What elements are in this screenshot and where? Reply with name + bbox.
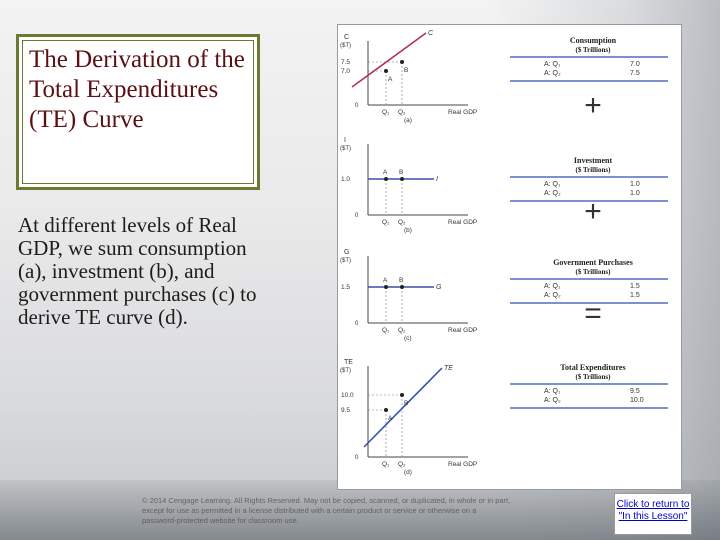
table-row-label: A: Q₂ [544,397,561,404]
table-unit: ($ Trillions) [576,46,612,54]
y-axis-label: TE [344,359,353,366]
slide-title: The Derivation of the Total Expenditures… [29,46,245,133]
point-b [400,60,404,64]
y-axis-label: C [344,34,349,41]
point-b [400,285,404,289]
y-axis-unit: ($T) [340,146,351,152]
table-unit: ($ Trillions) [576,373,612,381]
y-axis-label: G [344,249,349,256]
table-row-value: 10.0 [630,397,644,404]
table-row-value: 9.5 [630,388,640,395]
y-tick-label: 1.0 [341,176,350,183]
point-a-label: A [388,76,393,83]
curve-label: G [436,284,442,291]
y-axis-label: I [344,137,346,144]
origin-label: 0 [355,103,359,109]
x-tick-q1: Q₁ [382,219,390,226]
x-axis-label: Real GDP [448,461,477,468]
point-a-label: A [388,415,393,422]
point-b-label: B [404,67,408,74]
x-tick-q2: Q₂ [398,327,406,334]
figure-svg: C ($T) 0 7.5 7.0 Q₁ Q₂ Real GDP C A B (a) Consumptio… [340,30,668,476]
point-a-label: A [383,277,388,284]
plus-operator: + [584,195,602,228]
slide-body-text: At different levels of Real GDP, we sum … [18,213,257,329]
table-title: Government Purchases [553,258,633,267]
x-tick-q1: Q₁ [382,461,390,468]
table-row-value: 7.5 [630,70,640,77]
table-row-value: 1.0 [630,181,640,188]
point-a [384,177,388,181]
curve-label: C [428,30,434,37]
table-title: Total Expenditures [560,363,625,372]
panel-label: (d) [404,469,412,476]
x-axis-label: Real GDP [448,219,477,226]
return-to-lesson-link[interactable]: Click to return to "In this Lesson" [614,493,692,535]
plus-operator: + [584,89,602,122]
x-tick-q1: Q₁ [382,327,390,334]
table-title: Investment [574,156,613,165]
y-axis-unit: ($T) [340,368,351,374]
table-row-label: A: Q₂ [544,292,561,299]
panel-label: (a) [404,117,412,124]
curve-line [351,32,427,88]
background-ticker [0,480,720,540]
y-axis-unit: ($T) [340,258,351,264]
table-title: Consumption [570,36,617,45]
point-a [384,69,388,73]
origin-label: 0 [355,213,359,219]
point-b-label: B [399,169,403,176]
point-b [400,177,404,181]
y-tick-label: 9.5 [341,407,350,414]
curve-line [363,367,443,448]
table-row-label: A: Q₂ [544,70,561,77]
curve-label: TE [444,365,453,372]
table-unit: ($ Trillions) [576,268,612,276]
table-row-label: A: Q₁ [544,388,561,395]
x-axis-label: Real GDP [448,327,477,334]
origin-label: 0 [355,321,359,327]
point-b [400,393,404,397]
x-tick-q2: Q₂ [398,219,406,226]
table-row-label: A: Q₁ [544,283,561,290]
equals-operator: = [584,297,602,330]
x-tick-q2: Q₂ [398,461,406,468]
x-tick-q2: Q₂ [398,109,406,116]
table-unit: ($ Trillions) [576,166,612,174]
point-a-label: A [383,169,388,176]
panel-label: (c) [404,335,412,342]
panel-label: (b) [404,227,412,234]
y-tick-label: 7.0 [341,68,350,75]
y-tick-label: 7.5 [341,59,350,66]
y-tick-label: 10.0 [341,392,354,399]
table-row-value: 7.0 [630,61,640,68]
point-a [384,285,388,289]
origin-label: 0 [355,455,359,461]
x-axis-label: Real GDP [448,109,477,116]
te-derivation-figure: C ($T) 0 7.5 7.0 Q₁ Q₂ Real GDP C A B (a) Consumptio… [337,24,682,490]
table-row-value: 1.0 [630,190,640,197]
point-b-label: B [399,277,403,284]
curve-label: I [436,176,438,183]
copyright-notice: © 2014 Cengage Learning. All Rights Rese… [142,496,511,525]
x-tick-q1: Q₁ [382,109,390,116]
table-row-label: A: Q₁ [544,61,561,68]
table-row-label: A: Q₂ [544,190,561,197]
title-box: The Derivation of the Total Expenditures… [16,34,260,190]
y-axis-unit: ($T) [340,43,351,49]
table-row-value: 1.5 [630,283,640,290]
point-a [384,408,388,412]
point-b-label: B [404,400,408,407]
y-tick-label: 1.5 [341,284,350,291]
table-row-value: 1.5 [630,292,640,299]
table-row-label: A: Q₁ [544,181,561,188]
